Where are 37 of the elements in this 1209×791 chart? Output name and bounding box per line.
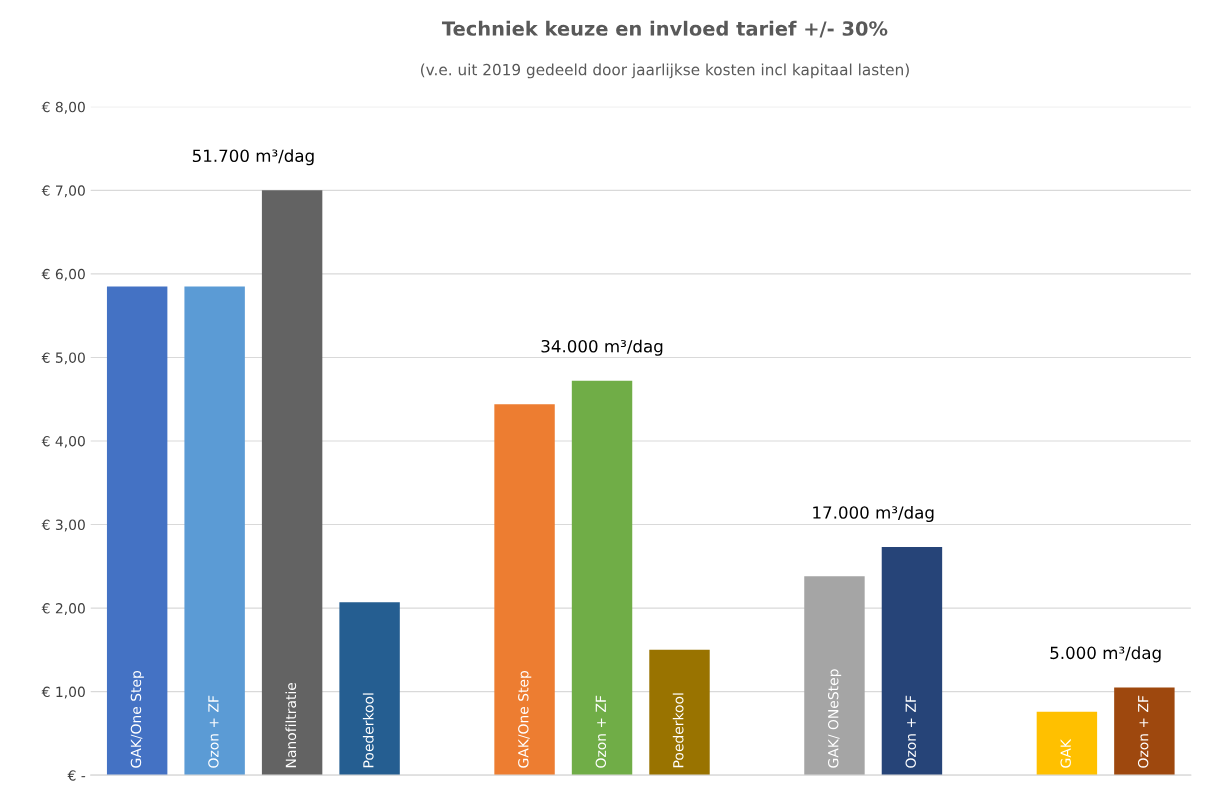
x-tick-label: Poederkool <box>362 693 374 768</box>
annotation: 5.000 m³/dag <box>1050 646 1161 663</box>
x-tick-label: GAK/One Step <box>130 670 144 768</box>
bar <box>649 649 710 776</box>
x-tick-label: GAK <box>1060 738 1071 768</box>
annotation: 34.000 m³/dag <box>541 339 663 356</box>
x-tick-label: Ozon + ZF <box>208 695 219 768</box>
chart-title: Techniek keuze en invloed tarief +/- 30% <box>441 20 888 38</box>
y-tick-label: € 5,00 <box>41 352 85 365</box>
x-tick-label: Ozon + ZF <box>1137 695 1149 768</box>
x-tick-label: Poederkool <box>672 693 684 768</box>
bar <box>184 286 245 776</box>
bar <box>261 190 323 776</box>
annotation: 17.000 m³/dag <box>813 505 934 523</box>
bar <box>571 380 633 776</box>
y-tick-label: € - <box>67 770 86 781</box>
bar <box>339 602 400 776</box>
y-tick-label: € 2,00 <box>41 603 85 615</box>
bar <box>106 286 168 776</box>
x-tick-label: Ozon + ZF <box>595 695 607 768</box>
chart-subtitle: (v.e. uit 2019 gedeeld door jaarlijkse kosten incl kapitaal lasten) <box>421 63 909 79</box>
y-tick-label: € 7,00 <box>41 185 85 198</box>
y-tick-label: € 3,00 <box>41 519 85 532</box>
bar <box>494 404 555 776</box>
bar <box>1036 711 1098 776</box>
annotation: 51.700 m³/dag <box>192 149 314 166</box>
x-tick-label: GAK/One Step <box>518 670 532 768</box>
y-tick-label: € 6,00 <box>41 268 85 281</box>
x-tick-label: GAK/ ONeStep <box>827 669 842 768</box>
x-tick-label: Ozon + ZF <box>905 695 916 768</box>
bar <box>1114 687 1175 776</box>
x-tick-label: Nanofiltratie <box>285 682 297 768</box>
y-tick-label: € 8,00 <box>41 101 85 114</box>
y-tick-label: € 1,00 <box>41 686 85 699</box>
y-tick-label: € 4,00 <box>41 435 85 448</box>
bar <box>804 576 865 776</box>
bar <box>881 547 943 776</box>
